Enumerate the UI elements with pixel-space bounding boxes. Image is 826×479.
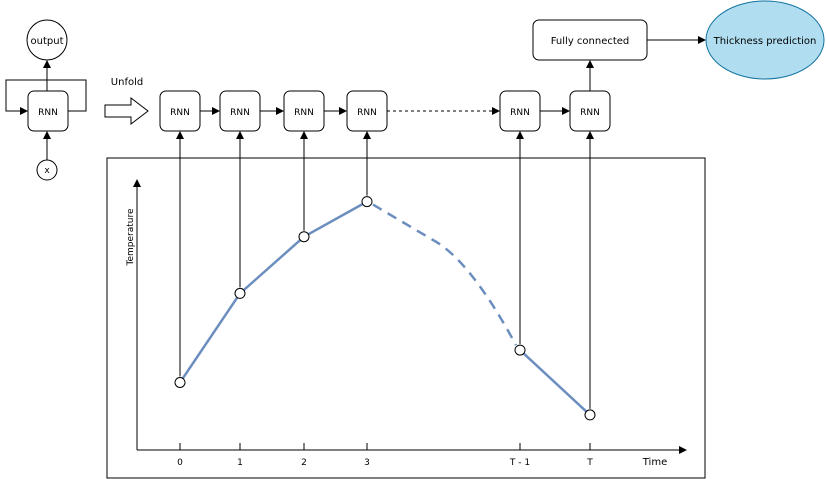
series-line-segment-0 xyxy=(178,292,242,384)
data-point-4 xyxy=(514,344,526,356)
rnn-cell-label-4: RNN xyxy=(510,108,530,118)
plot-frame xyxy=(106,157,706,479)
rnn-cell-label-1: RNN xyxy=(230,108,250,118)
unfold-arrow: Unfold xyxy=(104,77,149,126)
unfold-arrow-shape xyxy=(104,96,149,126)
recurrent-loop-arrow xyxy=(5,79,87,115)
folded-rnn-label: RNN xyxy=(38,108,58,118)
output-label: output xyxy=(31,36,64,47)
rnn-cell-label-5: RNN xyxy=(580,108,600,118)
x-tick-label-1: 1 xyxy=(237,458,243,468)
input-label: x xyxy=(44,166,50,176)
x-tick-label-0: 0 xyxy=(177,458,183,468)
rnn-cell-label-3: RNN xyxy=(357,108,377,118)
y-axis-label: Temperature xyxy=(126,208,136,266)
x-tick-label-3: 3 xyxy=(364,458,370,468)
series-line-dashed xyxy=(372,203,518,346)
data-point-0 xyxy=(174,377,186,388)
series-line-segment-2 xyxy=(303,200,368,238)
fully-connected-label: Fully connected xyxy=(551,36,630,47)
data-point-5 xyxy=(584,409,596,421)
rnn-cell-label-2: RNN xyxy=(294,108,314,118)
folded-rnn: output RNN x xyxy=(5,19,87,181)
x-tick-label-5: T xyxy=(586,458,593,468)
unrolled-chain: RNN RNN RNN RNN RNN RNN xyxy=(159,90,611,132)
thickness-prediction-label: Thickness prediction xyxy=(713,36,817,47)
series-line-segment-4 xyxy=(519,349,591,416)
data-point-3 xyxy=(361,196,373,208)
data-point-2 xyxy=(298,231,310,243)
x-axis-label: Time xyxy=(642,457,667,468)
temperature-plot: 0 1 2 3 T - 1 T xyxy=(174,131,596,468)
unfold-label: Unfold xyxy=(111,77,143,88)
rnn-cell-label-0: RNN xyxy=(170,108,190,118)
data-point-1 xyxy=(234,287,246,299)
x-tick-label-4: T - 1 xyxy=(509,458,530,468)
thickness-prediction-node xyxy=(705,0,825,80)
x-tick-label-2: 2 xyxy=(301,458,307,468)
series-line-segment-1 xyxy=(239,235,305,295)
